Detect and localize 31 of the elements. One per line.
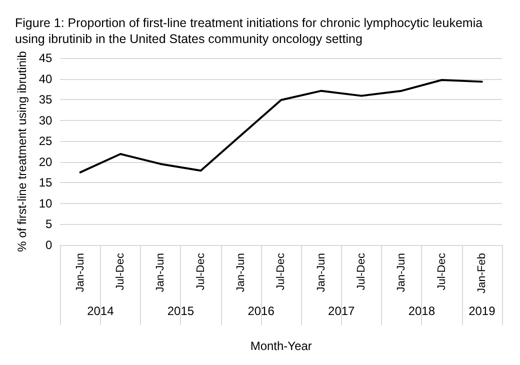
x-tick-label: Jul-Dec [436, 252, 448, 290]
y-tick-label: 10 [38, 196, 53, 210]
y-tick-label: 45 [38, 51, 53, 65]
line-series [79, 79, 483, 174]
x-tick-label: Jan-Feb [476, 253, 488, 294]
x-axis-title: Month-Year [250, 339, 312, 353]
text: 2017 [328, 304, 356, 318]
x-tick-label: Jul-Dec [114, 252, 126, 290]
y-tick-label: 35 [38, 92, 53, 107]
x-tick-label: Jul-Dec [194, 252, 207, 290]
x-tick-label: Jan-Jun [315, 253, 328, 292]
y-tick-label: 0 [46, 238, 53, 252]
y-tick-label: 15 [38, 176, 53, 190]
chart-title: Figure 1: Proportion of first-line treatment initiations for chronic lymphocytic leukemia using ibrutinib in the United States community oncology setting [15, 16, 483, 46]
y-tick-label: 40 [38, 72, 53, 86]
text: 2019 [468, 304, 496, 318]
y-tick-label: 20 [38, 154, 53, 169]
x-tick-label: Jan-Jun [74, 253, 86, 292]
y-tick-label: 5 [46, 217, 53, 232]
y-tick-label: 30 [38, 113, 53, 128]
x-tick-label: Jan-Jun [396, 253, 408, 292]
x-tick-label: Jan-Jun [234, 253, 247, 292]
text: 2016 [248, 304, 275, 318]
text: 2015 [167, 304, 194, 318]
y-tick-label: 25 [38, 134, 53, 148]
x-tick-label: Jan-Jun [154, 253, 167, 292]
x-tick-label: Jul-Dec [355, 252, 368, 290]
text: 2014 [87, 304, 114, 318]
text: 2018 [408, 304, 436, 318]
x-tick-label: Jul-Dec [275, 252, 288, 290]
y-axis-title: % of first-line treatment using ibrutinib [15, 50, 29, 252]
